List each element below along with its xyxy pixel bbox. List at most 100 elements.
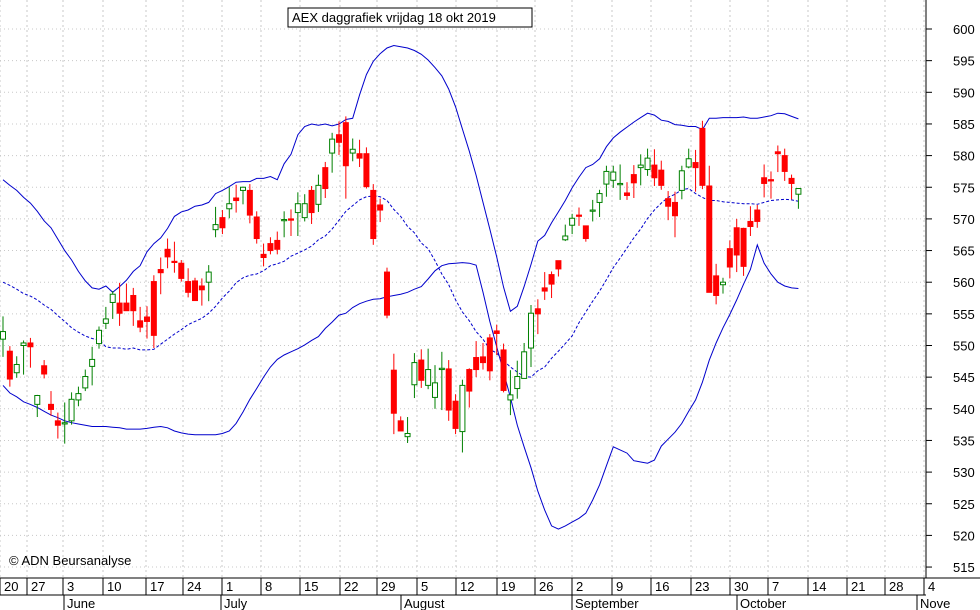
candlestick: [75, 386, 82, 407]
candlestick: [0, 316, 6, 357]
candlestick: [191, 277, 198, 302]
y-axis-labels: 515 520 525 530 535 540 545 550 555 560 565 570 575 5…: [926, 22, 975, 575]
candle-body: [767, 179, 774, 182]
candlestick: [82, 369, 89, 392]
x-tick-label: 29: [381, 579, 395, 594]
y-tick-label: 520: [953, 528, 975, 543]
candle-body: [589, 209, 596, 212]
candlestick: [767, 171, 774, 199]
candle-body: [596, 193, 603, 203]
candlestick: [692, 149, 699, 192]
candlestick: [253, 211, 260, 244]
candlestick: [335, 121, 342, 155]
candlestick: [425, 348, 432, 390]
candlestick: [459, 379, 466, 453]
candle-body: [61, 422, 68, 425]
candle-body: [479, 356, 486, 364]
x-tick-label: 30: [734, 579, 748, 594]
chart-title-box: [287, 7, 533, 28]
candlestick: [329, 132, 336, 173]
candlestick: [740, 227, 747, 276]
candlestick: [219, 210, 226, 235]
candlestick: [198, 278, 205, 306]
candlestick: [294, 192, 301, 236]
candlestick: [733, 218, 740, 273]
candlestick: [363, 147, 370, 189]
candlestick: [171, 241, 178, 273]
candle-body: [54, 420, 61, 426]
candle-body: [370, 189, 377, 240]
candle-body: [335, 134, 342, 143]
candle-body: [315, 184, 322, 205]
month-label: August: [404, 596, 445, 610]
candle-body: [719, 281, 726, 286]
candlestick: [754, 204, 761, 228]
candlestick: [610, 165, 617, 188]
candle-body: [740, 227, 747, 267]
plot-background: [0, 0, 926, 578]
candle-body: [20, 342, 27, 346]
candlestick: [596, 189, 603, 218]
candlestick: [521, 342, 528, 379]
candlestick: [61, 402, 68, 444]
x-tick-label: 8: [265, 579, 272, 594]
candlestick: [623, 182, 630, 200]
candlesticks: [0, 116, 802, 453]
candlestick: [514, 360, 521, 399]
candle-body: [47, 403, 54, 410]
candle-body: [356, 153, 363, 159]
candle-body: [219, 217, 226, 229]
candle-body: [308, 189, 315, 214]
x-tick-label: 28: [889, 579, 903, 594]
candlestick: [150, 275, 157, 349]
candlestick: [164, 238, 171, 269]
y-tick-label: 555: [953, 307, 975, 322]
y-tick-label: 515: [953, 560, 975, 575]
candlestick: [308, 185, 315, 224]
candlestick: [678, 165, 685, 200]
candlestick: [185, 268, 192, 298]
candlestick: [411, 353, 418, 399]
candlestick: [205, 265, 212, 302]
x-tick-label: 27: [31, 579, 45, 594]
candle-body: [349, 148, 356, 154]
candle-body: [493, 330, 500, 334]
candle-body: [287, 218, 294, 221]
candlestick: [685, 148, 692, 169]
candle-body: [521, 351, 528, 379]
candle-body: [630, 174, 637, 184]
candlestick: [370, 184, 377, 245]
candle-body: [171, 260, 178, 264]
candlestick: [157, 257, 164, 295]
candle-body: [534, 308, 541, 315]
y-tick-label: 545: [953, 370, 975, 385]
lower-band-line: [2, 243, 799, 530]
y-tick-label: 535: [953, 433, 975, 448]
candle-body: [294, 203, 301, 214]
candle-body: [233, 197, 240, 202]
candle-body: [706, 185, 713, 293]
candle-body: [116, 302, 123, 314]
candle-body: [212, 224, 219, 231]
candlestick: [13, 356, 20, 378]
candle-body: [788, 177, 795, 184]
candle-body: [411, 362, 418, 386]
candlestick: [637, 154, 644, 186]
candlestick: [34, 394, 41, 418]
x-tick-label: 14: [812, 579, 826, 594]
candle-body: [486, 337, 493, 372]
candle-body: [685, 158, 692, 168]
candlestick: [651, 149, 658, 186]
candle-body: [527, 312, 534, 349]
candle-body: [130, 294, 137, 312]
candle-body: [623, 192, 630, 196]
candlestick: [233, 184, 240, 213]
candle-body: [733, 227, 740, 256]
candle-body: [274, 239, 281, 250]
candlestick: [342, 116, 349, 199]
candle-body: [473, 357, 480, 371]
candlestick: [274, 231, 281, 255]
candle-body: [178, 262, 185, 279]
candlestick: [109, 291, 116, 319]
